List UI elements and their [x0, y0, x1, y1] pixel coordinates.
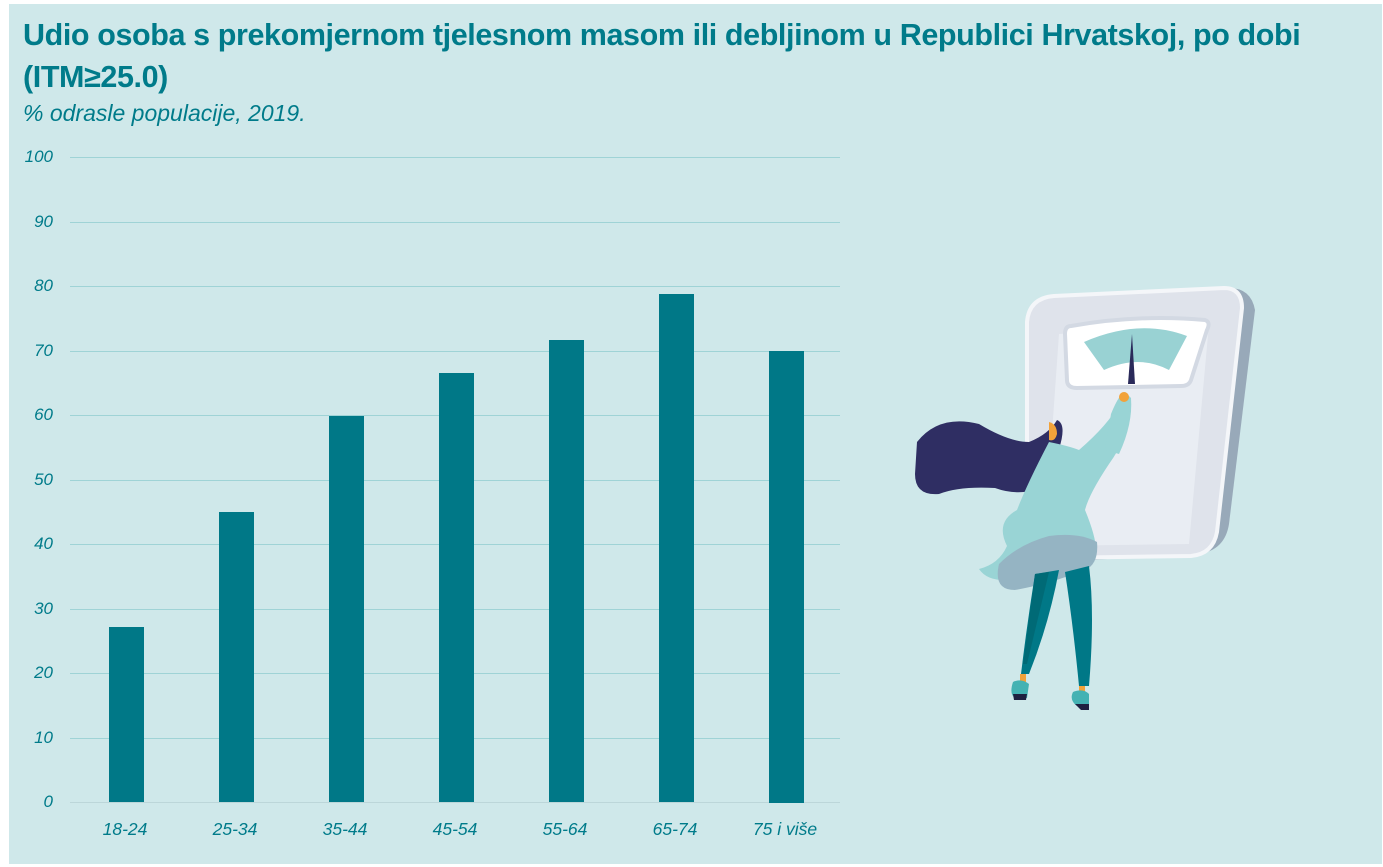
gridline	[70, 802, 840, 803]
bar-25-34	[218, 512, 254, 802]
bar-35-44	[328, 416, 364, 802]
bar-45-54	[438, 373, 474, 802]
x-axis-category-label: 25-34	[212, 819, 258, 839]
y-axis-tick-label: 70	[34, 341, 53, 360]
y-axis-tick-label: 10	[34, 728, 53, 747]
y-axis-tick-label: 40	[34, 534, 53, 553]
gridline	[70, 351, 840, 352]
bar-18-24	[108, 627, 144, 802]
bar-chart-plot-area: 0 10 20 30 40 50 60 70 80 90 100 18-24 25-34 35-44 45-…	[9, 4, 909, 864]
x-axis-category-label: 65-74	[652, 819, 698, 839]
scale-illustration-icon	[915, 285, 1255, 710]
y-axis-tick-label: 90	[34, 212, 53, 231]
chart-panel: Udio osoba s prekomjernom tjelesnom maso…	[9, 4, 1382, 864]
y-axis-tick-label: 50	[34, 470, 53, 489]
y-axis-tick-label: 80	[34, 276, 53, 295]
x-axis-category-label: 45-54	[432, 819, 478, 839]
bar-65-74	[658, 294, 694, 802]
y-axis-tick-label: 100	[24, 147, 53, 166]
x-axis-category-label: 35-44	[322, 819, 368, 839]
bar-55-64	[548, 340, 584, 802]
gridline	[70, 286, 840, 287]
x-axis-category-label: 75 i više	[752, 819, 818, 839]
gridline	[70, 157, 840, 158]
chart-subtitle: % odrasle populacije, 2019.	[23, 100, 306, 126]
y-axis-tick-label: 30	[34, 599, 53, 618]
y-axis-tick-label: 60	[34, 405, 53, 424]
x-axis-category-label: 55-64	[542, 819, 588, 839]
gridline	[70, 222, 840, 223]
bar-75-i-više	[768, 351, 804, 803]
y-axis-tick-label: 20	[34, 663, 53, 682]
chart-title: Udio osoba s prekomjernom tjelesnom maso…	[23, 18, 1301, 94]
x-axis-category-label: 18-24	[102, 819, 148, 839]
y-axis-tick-label: 0	[43, 792, 53, 811]
